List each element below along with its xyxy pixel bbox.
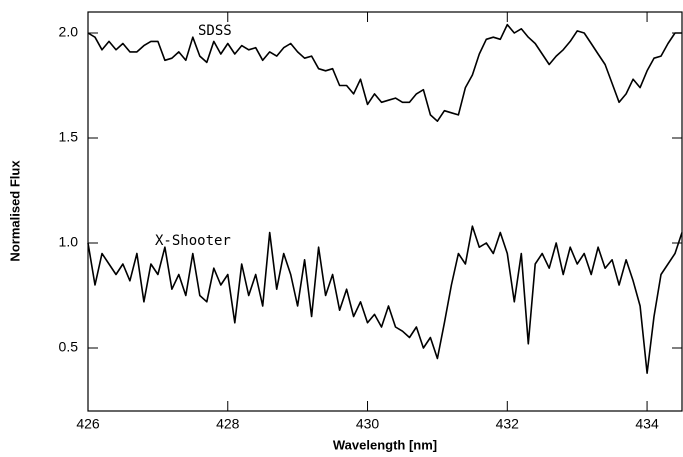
- y-axis-label: Normalised Flux: [7, 160, 22, 262]
- x-tick-label: 428: [216, 416, 240, 432]
- y-tick-label: 1.5: [59, 129, 79, 145]
- y-tick-label: 1.0: [59, 234, 79, 250]
- y-tick-label: 2.0: [59, 24, 79, 40]
- x-tick-label: 426: [76, 416, 100, 432]
- x-tick-label: 434: [635, 416, 659, 432]
- plot-frame: [87, 11, 683, 412]
- x-tick-label: 432: [496, 416, 520, 432]
- series-line: [87, 23, 682, 122]
- x-axis-label: Wavelength [nm]: [333, 437, 437, 452]
- y-tick-label: 0.5: [59, 339, 79, 355]
- series-label: X-Shooter: [155, 233, 231, 249]
- x-tick-label: 430: [356, 416, 380, 432]
- series-line: [87, 225, 683, 374]
- series-label: SDSS: [198, 23, 232, 39]
